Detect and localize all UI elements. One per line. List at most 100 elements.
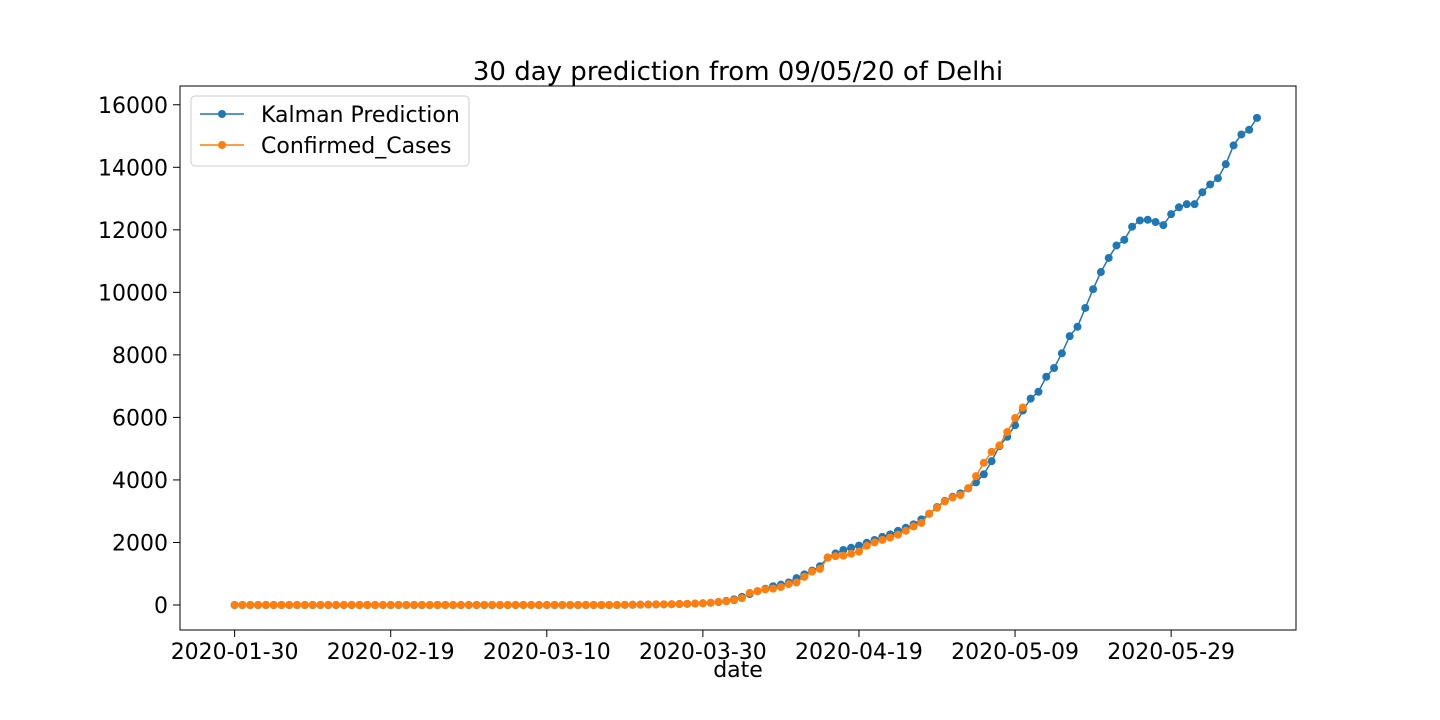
- series-1-point-23: [410, 600, 419, 609]
- series-0-point-106: [1057, 349, 1066, 358]
- series-1-point-65: [737, 594, 746, 603]
- series-1-point-45: [581, 600, 590, 609]
- legend-label-kalman: Kalman Prediction: [261, 103, 460, 128]
- x-tick-label-0: 2020-01-30: [171, 640, 299, 665]
- series-1-point-66: [745, 588, 754, 597]
- series-1-point-2: [246, 600, 255, 609]
- series-0-point-128: [1229, 141, 1238, 150]
- series-0-point-123: [1190, 200, 1199, 209]
- series-1-point-62: [714, 597, 723, 606]
- series-0-point-119: [1159, 221, 1168, 230]
- series-1-point-59: [691, 599, 700, 608]
- series-0-point-126: [1213, 174, 1222, 183]
- series-0-point-104: [1042, 372, 1051, 381]
- series-1-point-21: [394, 600, 403, 609]
- series-1-point-86: [901, 526, 910, 535]
- series-1-point-4: [261, 600, 270, 609]
- series-1-point-60: [698, 599, 707, 608]
- series-1-point-56: [667, 600, 676, 609]
- series-1-point-52: [636, 600, 645, 609]
- y-tick-label-4: 8000: [112, 344, 168, 369]
- series-1-point-83: [878, 535, 887, 544]
- series-0-point-109: [1081, 303, 1090, 312]
- series-1-point-55: [659, 600, 668, 609]
- y-tick-label-7: 14000: [98, 156, 168, 181]
- series-1-point-73: [800, 572, 809, 581]
- series-0-point-124: [1198, 188, 1207, 197]
- series-0-point-129: [1237, 130, 1246, 139]
- series-1-point-58: [683, 599, 692, 608]
- series-1-point-34: [495, 600, 504, 609]
- series-1-point-3: [254, 600, 263, 609]
- series-1-point-82: [870, 538, 879, 547]
- series-1-point-25: [425, 600, 434, 609]
- series-1-point-32: [480, 600, 489, 609]
- series-1-point-42: [558, 600, 567, 609]
- series-1-point-94: [964, 484, 973, 493]
- series-1-point-51: [628, 600, 637, 609]
- series-1-point-90: [933, 503, 942, 512]
- y-axis: 0 2000 4000 6000 8000 10000 12000 14000 16000: [98, 94, 180, 619]
- y-tick-label-5: 10000: [98, 281, 168, 306]
- series-1-point-49: [613, 600, 622, 609]
- series-1-point-13: [332, 600, 341, 609]
- series-1-point-27: [441, 600, 450, 609]
- series-1-point-14: [339, 600, 348, 609]
- series-1-point-30: [464, 600, 473, 609]
- series-layer: [230, 113, 1261, 609]
- y-tick-label-1: 2000: [112, 531, 168, 556]
- series-1-point-35: [503, 600, 512, 609]
- chart-title: 30 day prediction from 09/05/20 of Delhi: [473, 57, 1003, 87]
- series-0-point-96: [979, 470, 988, 479]
- series-0-point-102: [1026, 394, 1035, 403]
- series-1-point-1: [238, 600, 247, 609]
- series-1-point-97: [987, 447, 996, 456]
- legend: Kalman Prediction Confirmed_Cases: [190, 95, 470, 167]
- x-tick-label-1: 2020-02-19: [327, 640, 455, 665]
- series-0-point-100: [1011, 421, 1020, 430]
- series-0-point-122: [1182, 200, 1191, 209]
- series-1-point-6: [277, 600, 286, 609]
- series-1-point-20: [386, 600, 395, 609]
- x-axis-label: date: [713, 658, 763, 683]
- y-tick-label-2: 4000: [112, 469, 168, 494]
- series-0-point-130: [1245, 125, 1254, 134]
- series-1-point-99: [1003, 428, 1012, 437]
- series-1-point-47: [597, 600, 606, 609]
- series-1-point-96: [979, 458, 988, 467]
- series-1-point-80: [854, 547, 863, 556]
- series-1-point-40: [542, 600, 551, 609]
- series-1-point-19: [378, 600, 387, 609]
- series-1-point-92: [948, 493, 957, 502]
- series-0-point-105: [1050, 364, 1059, 372]
- series-1-point-36: [511, 600, 520, 609]
- series-1-point-63: [722, 597, 731, 606]
- series-1-point-64: [730, 596, 739, 605]
- series-1-point-38: [527, 600, 536, 609]
- series-1-point-9: [300, 600, 309, 609]
- series-1-point-5: [269, 600, 278, 609]
- y-tick-label-8: 16000: [98, 94, 168, 119]
- series-1-point-98: [995, 441, 1004, 450]
- series-0-point-79: [847, 543, 856, 552]
- series-1-point-31: [472, 600, 481, 609]
- series-0-point-108: [1073, 322, 1082, 331]
- series-1-point-43: [566, 600, 575, 609]
- series-1-point-91: [940, 497, 949, 506]
- series-1-point-87: [909, 522, 918, 531]
- series-0-point-113: [1112, 241, 1121, 250]
- series-1-point-37: [519, 600, 528, 609]
- x-tick-label-6: 2020-05-29: [1107, 640, 1235, 665]
- series-1-point-7: [285, 600, 294, 609]
- series-1-point-22: [402, 600, 411, 609]
- series-1-point-84: [886, 533, 895, 542]
- legend-marker-confirmed: [218, 141, 226, 149]
- series-1-point-12: [324, 600, 333, 609]
- series-1-point-79: [847, 549, 856, 558]
- series-1: [230, 403, 1027, 609]
- series-1-point-74: [808, 567, 817, 576]
- series-1-point-61: [706, 598, 715, 607]
- series-1-point-16: [355, 600, 364, 609]
- series-1-point-29: [456, 600, 465, 609]
- series-1-point-48: [605, 600, 614, 609]
